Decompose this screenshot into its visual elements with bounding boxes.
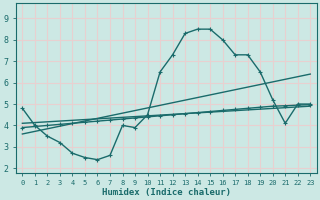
X-axis label: Humidex (Indice chaleur): Humidex (Indice chaleur) <box>102 188 231 197</box>
